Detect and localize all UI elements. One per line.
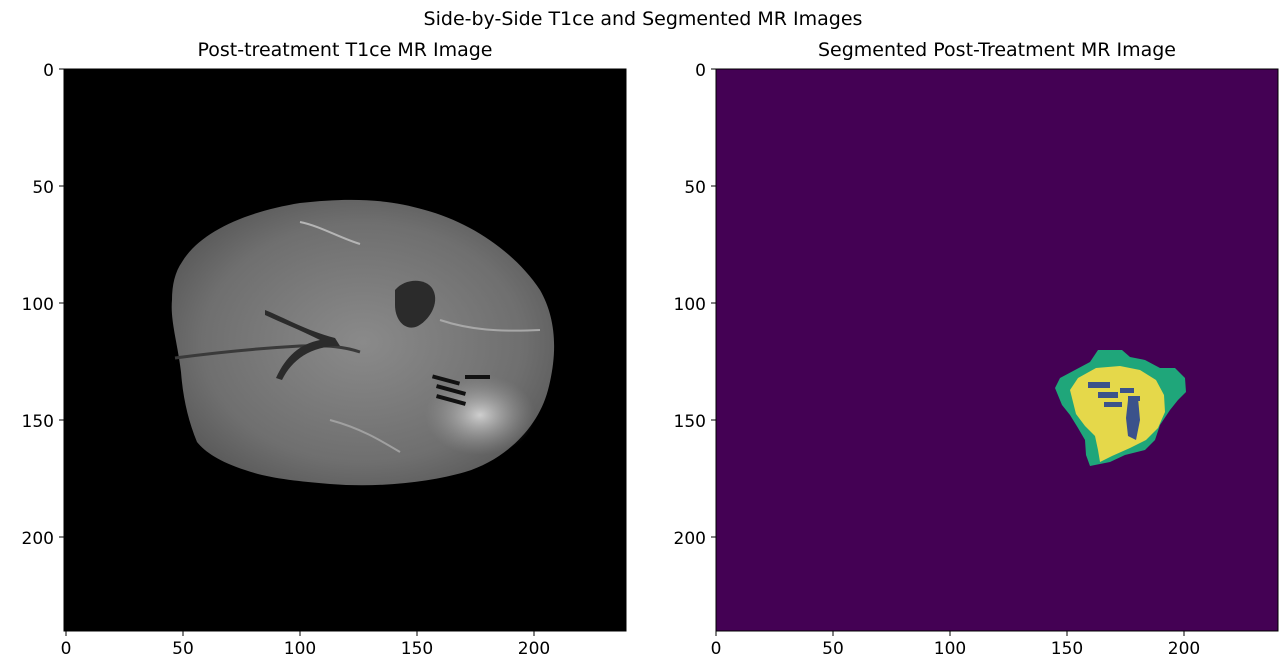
t1ce-x-axis: 0 50 100 150 200 [61,631,550,659]
t1ce-y-tick-label: 200 [22,529,54,549]
enhancing-region [1070,366,1165,462]
segmentation-image-background [716,69,1278,631]
t1ce-x-tick-label: 200 [518,639,550,659]
lesion-cavities [431,374,490,406]
t1ce-x-tick-label: 0 [61,639,72,659]
segmentation-mask [1055,350,1186,466]
segmentation-x-axis: 0 50 100 150 200 [711,631,1200,659]
panel-segmentation-title: Segmented Post-Treatment MR Image [818,39,1176,61]
segmentation-x-tick-label: 0 [711,639,722,659]
panel-t1ce-title: Post-treatment T1ce MR Image [198,39,493,61]
figure-suptitle: Side-by-Side T1ce and Segmented MR Image… [424,8,863,30]
segmentation-y-tick-label: 100 [674,295,706,315]
cortical-vessel-2 [439,319,541,332]
segmentation-y-tick-label: 200 [674,529,706,549]
segmentation-x-tick-label: 200 [1168,639,1200,659]
cortical-vessel-3 [329,419,401,453]
t1ce-x-tick-label: 100 [284,639,316,659]
segmentation-axes-frame [715,68,1279,632]
segmentation-x-tick-label: 150 [1051,639,1083,659]
segmentation-x-tick-label: 100 [934,639,966,659]
midline-fissure [174,344,361,360]
t1ce-x-tick-label: 150 [401,639,433,659]
t1ce-axes-frame [63,68,627,632]
segmentation-y-tick-label: 50 [684,178,706,198]
brain-slice [171,199,555,486]
panel-segmentation: Segmented Post-Treatment MR Image 0 [674,39,1279,659]
t1ce-y-tick-label: 50 [32,178,54,198]
segmentation-y-tick-label: 0 [695,61,706,81]
segmentation-y-axis: 0 50 100 150 200 [674,61,716,549]
segmentation-y-tick-label: 150 [674,412,706,432]
cortical-vessel-1 [299,221,361,245]
t1ce-y-tick-label: 0 [43,61,54,81]
panel-t1ce: Post-treatment T1ce MR Image [22,39,627,659]
lesion-enhancement [425,375,535,455]
t1ce-x-tick-label: 50 [172,639,194,659]
t1ce-y-tick-label: 150 [22,412,54,432]
t1ce-y-axis: 0 50 100 150 200 [22,61,64,549]
t1ce-y-tick-label: 100 [22,295,54,315]
segmentation-x-tick-label: 50 [822,639,844,659]
necrotic-regions [1088,382,1140,440]
left-ventricle [265,310,340,380]
right-ventricle [395,280,436,328]
